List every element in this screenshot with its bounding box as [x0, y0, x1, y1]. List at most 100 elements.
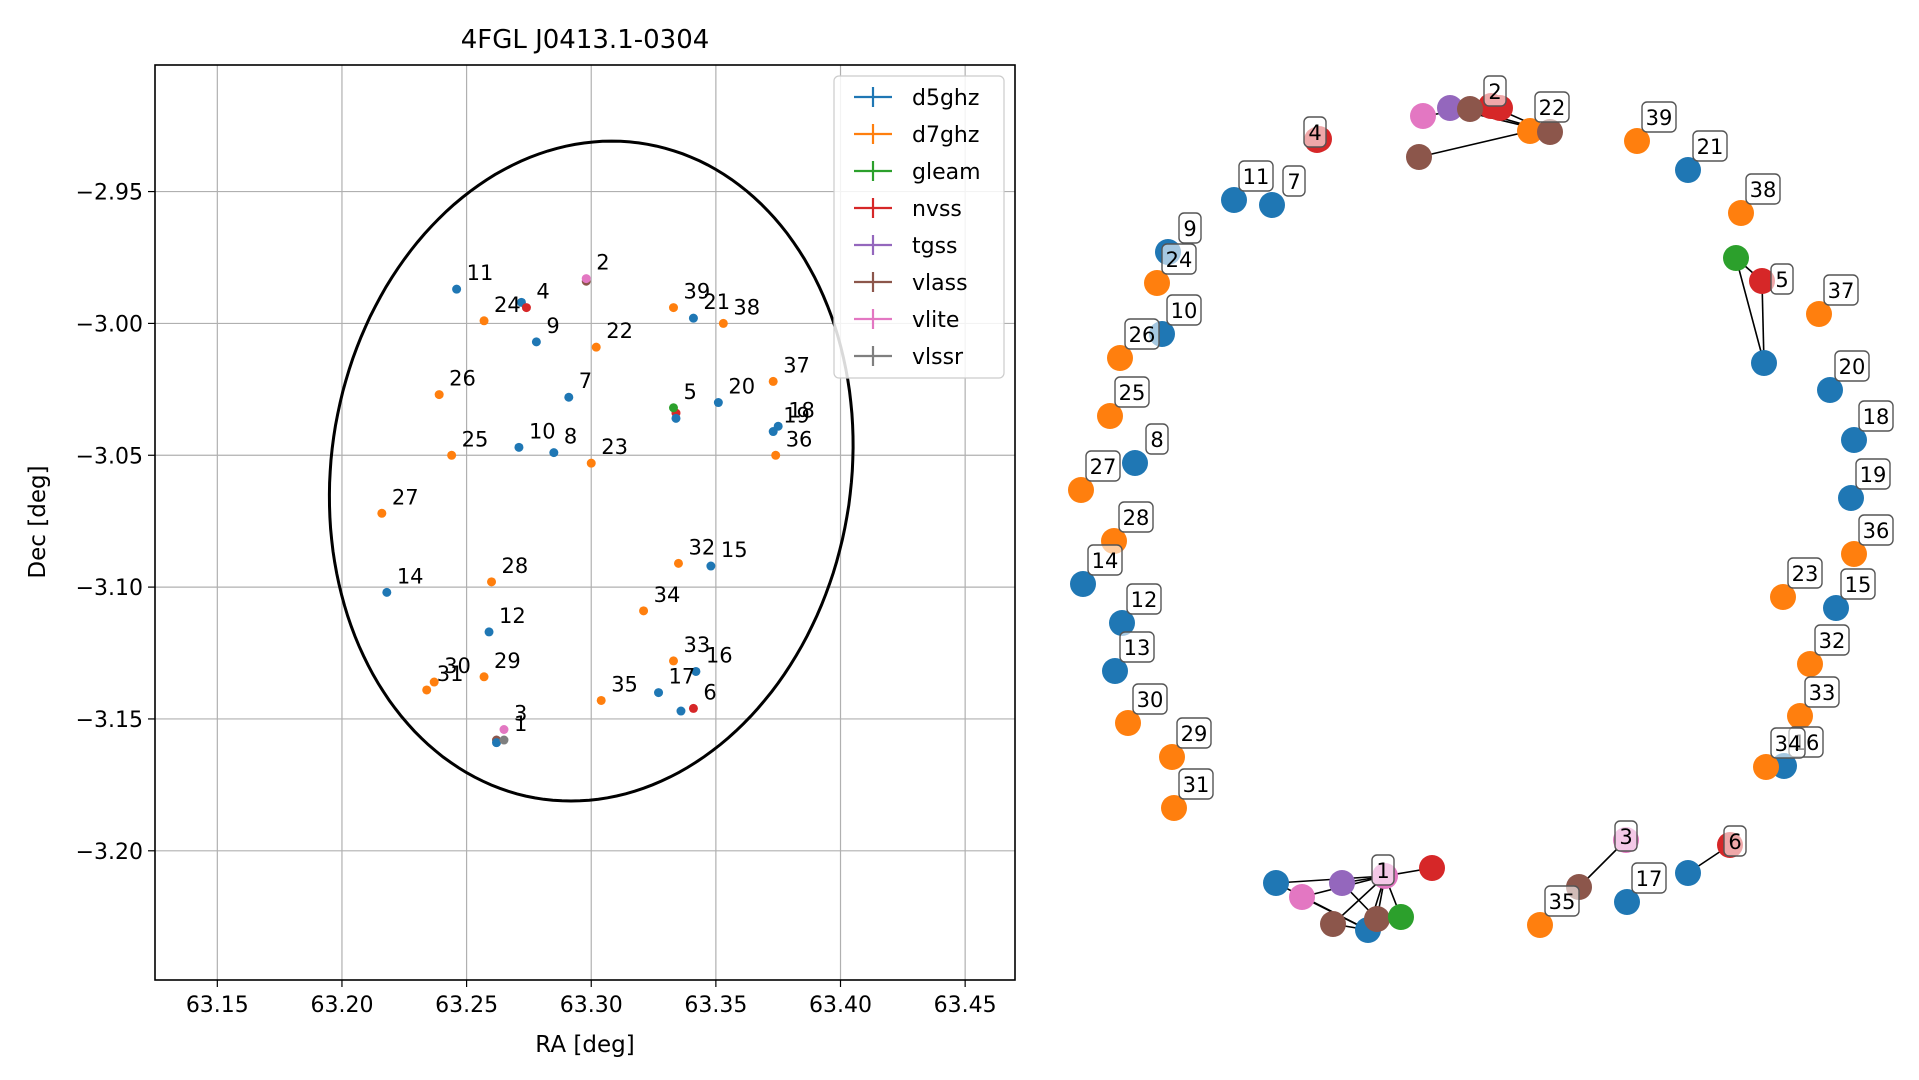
network-node-label-8: 8: [1145, 423, 1169, 455]
error-ellipse: [327, 139, 855, 803]
network-node-32: [1797, 651, 1823, 677]
network-label-box: [1804, 676, 1840, 708]
source-label-33: 33: [683, 633, 710, 657]
network-label-box: [1087, 544, 1123, 576]
network-label-text: 10: [1171, 299, 1198, 323]
legend-label-vlssr: vlssr: [912, 345, 964, 370]
network-node-5: [1749, 268, 1775, 294]
source-marker-32: [673, 558, 683, 568]
source-label-8: 8: [564, 425, 577, 449]
network-edge: [1735, 257, 1765, 364]
source-marker-14: [382, 587, 392, 597]
network-node-18: [1841, 427, 1867, 453]
network-label-box: [1178, 212, 1202, 244]
network-node-8: [1122, 450, 1148, 476]
source-marker-16: [691, 666, 701, 676]
network-label-box: [1858, 514, 1894, 546]
x-tick-label: 63.30: [560, 993, 623, 1018]
source-marker-11: [452, 284, 462, 294]
network-node-e2: [1751, 350, 1777, 376]
legend-label-d5ghz: d5ghz: [912, 86, 979, 111]
source-marker-25: [447, 450, 457, 460]
network-node-label-5: 5: [1770, 263, 1794, 295]
source-label-35: 35: [611, 672, 638, 696]
network-node-39: [1624, 128, 1650, 154]
network-label-box: [1178, 768, 1214, 800]
network-label-box: [1114, 376, 1150, 408]
network-label-text: 14: [1092, 549, 1119, 573]
network-label-text: 12: [1131, 588, 1158, 612]
x-tick-label: 63.20: [310, 993, 373, 1018]
network-node-12: [1109, 610, 1135, 636]
network-node-label-13: 13: [1119, 631, 1155, 663]
source-marker-4: [521, 303, 531, 313]
network-label-text: 15: [1845, 573, 1872, 597]
network-label-box: [1814, 624, 1850, 656]
source-label-38: 38: [733, 295, 760, 319]
network-node-14: [1070, 571, 1096, 597]
y-tick-label: −3.10: [76, 576, 143, 601]
source-label-19: 19: [783, 404, 810, 428]
source-label-11: 11: [467, 261, 494, 285]
network-node-15: [1823, 595, 1849, 621]
source-label-2: 2: [596, 251, 609, 275]
source-marker-5: [668, 403, 678, 413]
source-label-12: 12: [499, 604, 526, 628]
network-node-label-38: 38: [1745, 173, 1781, 205]
network-node-b2: [1289, 884, 1315, 910]
network-label-box: [1132, 683, 1168, 715]
network-label-text: 29: [1181, 722, 1208, 746]
network-node-label-19: 19: [1855, 458, 1891, 490]
network-label-text: 23: [1792, 562, 1819, 586]
network-node-label-24: 24: [1161, 243, 1197, 275]
source-marker-23: [586, 458, 596, 468]
network-node-label-2: 2: [1483, 75, 1507, 107]
network-node-label-26: 26: [1124, 318, 1160, 350]
network-label-box: [1124, 318, 1160, 350]
source-marker-8: [549, 448, 559, 458]
network-node-25: [1097, 403, 1123, 429]
network-label-box: [1238, 160, 1274, 192]
network-node-7: [1259, 192, 1285, 218]
x-tick-label: 63.35: [684, 993, 747, 1018]
network-node-label-18: 18: [1858, 400, 1894, 432]
source-marker-12: [484, 627, 494, 637]
source-label-24: 24: [494, 293, 521, 317]
network-node-31: [1161, 795, 1187, 821]
legend-items: d5ghz d7ghz gleam nvss tgss vlass vlite vlssr: [854, 86, 981, 370]
network-node-11: [1221, 187, 1247, 213]
network-label-box: [1787, 557, 1823, 589]
network-node-c5: [1406, 144, 1432, 170]
network-label-box: [1161, 243, 1197, 275]
network-label-text: 5: [1775, 268, 1788, 292]
network-node-labels: 1234567891011121314151617181920212223242…: [1085, 75, 1894, 917]
network-node-label-12: 12: [1126, 583, 1162, 615]
network-label-text: 31: [1183, 773, 1210, 797]
legend-box: [833, 75, 1005, 379]
network-node-38: [1728, 200, 1754, 226]
source-marker-9: [531, 337, 541, 347]
network-label-box: [1692, 130, 1728, 162]
source-label-28: 28: [502, 554, 529, 578]
source-marker-39: [668, 303, 678, 313]
network-label-box: [1118, 501, 1154, 533]
chart-title: 4FGL J0413.1-0304: [461, 25, 710, 55]
network-label-box: [1371, 854, 1395, 886]
source-marker-d5ghz: [492, 738, 502, 748]
network-node-label-10: 10: [1166, 294, 1202, 326]
network-label-box: [1483, 75, 1507, 107]
network-label-text: 25: [1119, 381, 1146, 405]
network-label-box: [1282, 165, 1306, 197]
network-node-17: [1614, 889, 1640, 915]
network-label-box: [1085, 450, 1121, 482]
source-label-23: 23: [601, 435, 628, 459]
network-node-label-23: 23: [1787, 557, 1823, 589]
network-label-text: 24: [1166, 248, 1193, 272]
network-label-text: 37: [1828, 279, 1855, 303]
source-marker-22: [591, 342, 601, 352]
network-node-label-37: 37: [1823, 274, 1859, 306]
source-marker-d5ghz: [676, 706, 686, 716]
axes-frame: [154, 64, 1016, 981]
source-label-37: 37: [783, 353, 810, 377]
